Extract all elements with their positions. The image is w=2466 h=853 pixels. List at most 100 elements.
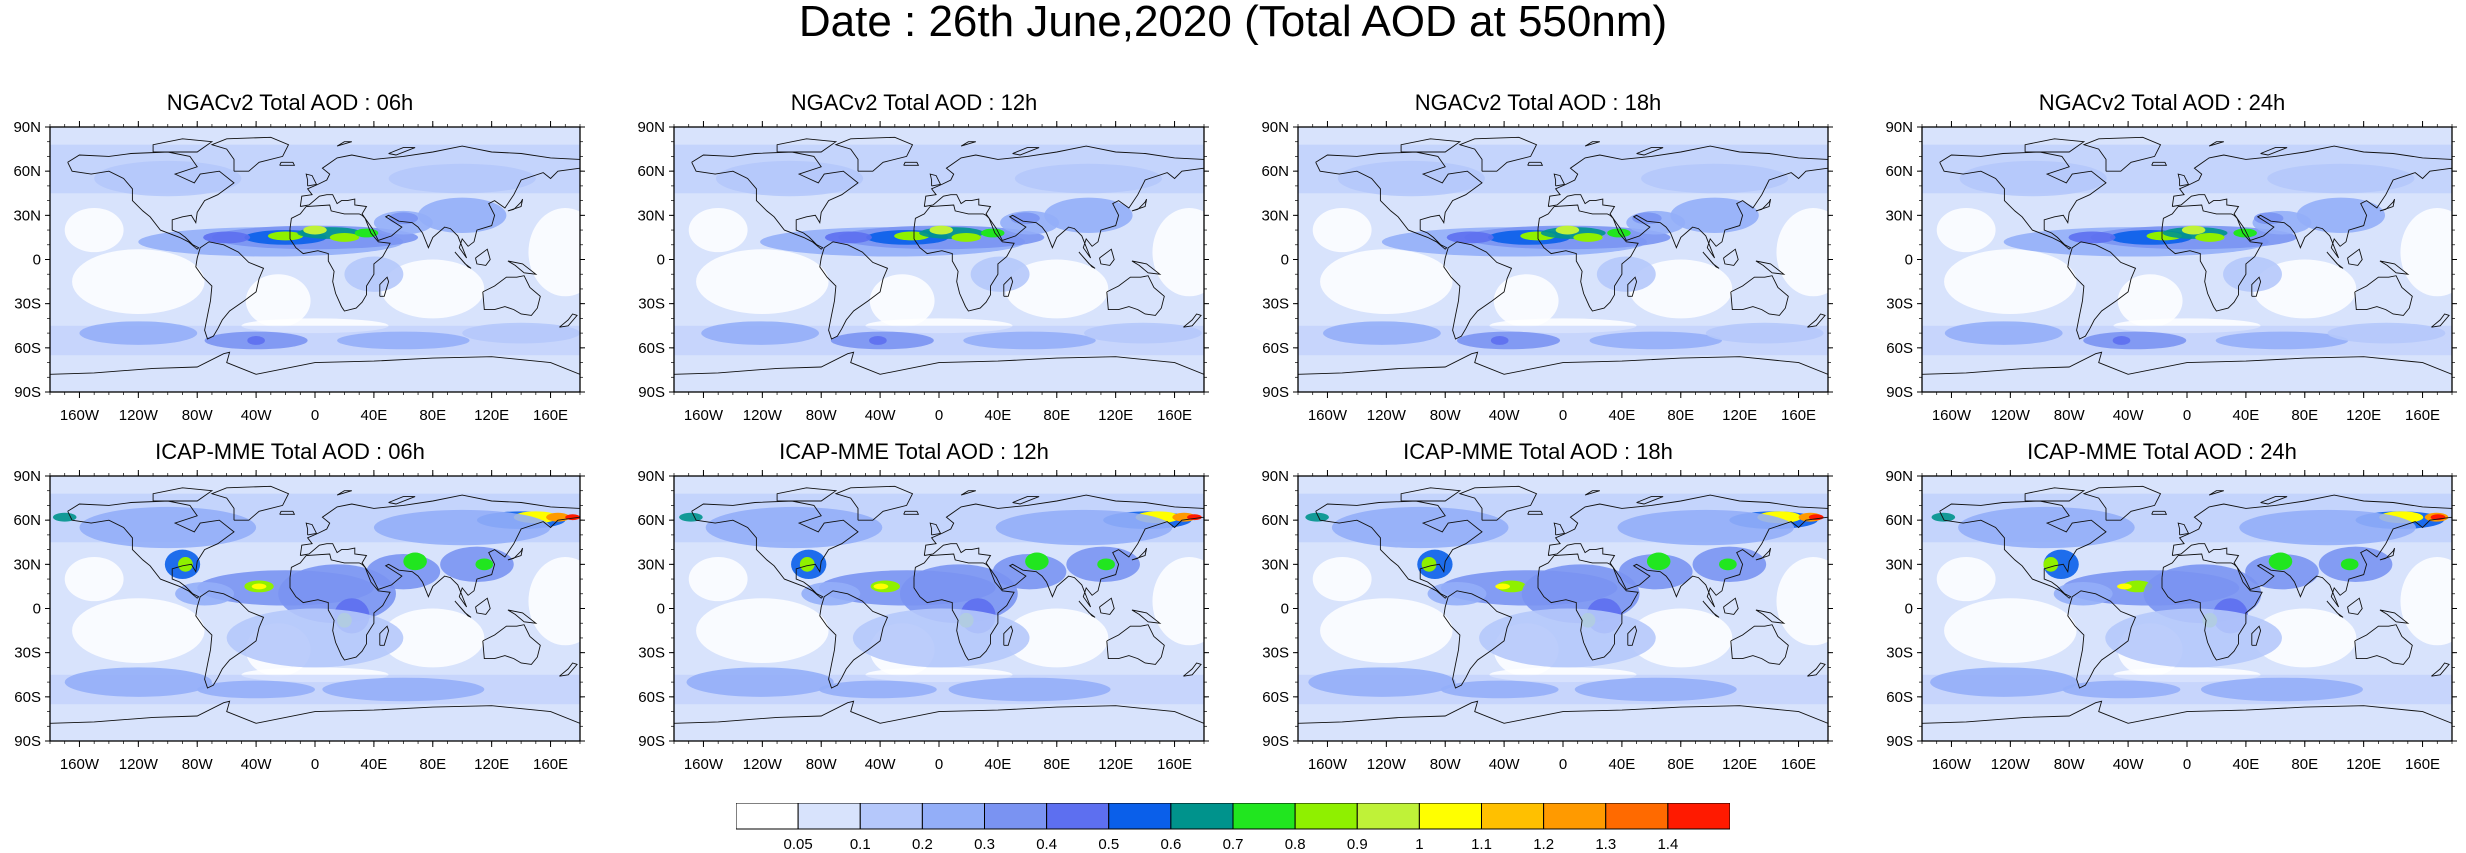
colorbar-swatch xyxy=(984,803,1048,830)
colorbar-label: 0.5 xyxy=(1098,836,1119,853)
map-panel-ngacv2-6h: NGACv2 Total AOD : 06h 90N 60N 30N 0 30S 60S 90… xyxy=(0,92,585,424)
colorbar-swatch xyxy=(1356,803,1420,830)
lat-tick-label: 90S xyxy=(1262,733,1289,750)
lon-tick-label: 80E xyxy=(1043,407,1070,424)
lon-tick-label: 120E xyxy=(2346,407,2381,424)
lon-tick-label: 80E xyxy=(419,407,446,424)
map-panel-icap-mme-6h: ICAP-MME Total AOD : 06h 90N 60N 30N 0 30S 60S… xyxy=(0,439,585,773)
lon-tick-label: 160E xyxy=(1157,407,1192,424)
lat-tick-label: 90S xyxy=(638,733,665,750)
panel-title: ICAP-MME Total AOD : 24h xyxy=(2027,439,2297,464)
panel-title: ICAP-MME Total AOD : 06h xyxy=(155,439,425,464)
lat-tick-label: 60N xyxy=(637,512,665,529)
lat-tick-label: 30S xyxy=(14,296,41,313)
lon-tick-label: 40W xyxy=(1489,756,1521,773)
lon-tick-label: 0 xyxy=(1559,756,1567,773)
lon-tick-label: 160W xyxy=(60,756,100,773)
lon-tick-label: 40W xyxy=(2113,756,2145,773)
lon-tick-label: 120W xyxy=(1991,756,2031,773)
lat-tick-label: 60N xyxy=(1261,163,1289,180)
colorbar-swatch xyxy=(859,803,923,830)
lon-tick-label: 80E xyxy=(1043,756,1070,773)
lat-tick-label: 0 xyxy=(1281,601,1289,618)
lat-tick-label: 60S xyxy=(638,689,665,706)
lon-tick-label: 120E xyxy=(474,756,509,773)
lon-tick-label: 40E xyxy=(1609,756,1636,773)
lat-tick-label: 90N xyxy=(637,119,665,136)
lat-tick-label: 60S xyxy=(1262,689,1289,706)
colorbar-swatch xyxy=(1294,803,1358,830)
lon-tick-label: 120E xyxy=(1098,756,1133,773)
lat-tick-label: 30N xyxy=(13,556,41,573)
lon-tick-label: 120W xyxy=(119,756,159,773)
map-panel-icap-mme-24h: ICAP-MME Total AOD : 24h 90N 60N 30N 0 30S 60S… xyxy=(1872,439,2457,773)
lat-tick-label: 90N xyxy=(13,119,41,136)
lon-tick-label: 160E xyxy=(1781,407,1816,424)
lon-tick-label: 80E xyxy=(419,756,446,773)
lon-tick-label: 160W xyxy=(684,756,724,773)
lat-tick-label: 90S xyxy=(1262,384,1289,401)
lat-tick-label: 90N xyxy=(1261,468,1289,485)
lon-tick-label: 80W xyxy=(806,407,838,424)
lat-tick-label: 60N xyxy=(1885,163,1913,180)
colorbar-swatch xyxy=(1543,803,1607,830)
lat-tick-label: 0 xyxy=(1281,252,1289,269)
lon-tick-label: 80E xyxy=(1667,407,1694,424)
lon-tick-label: 40W xyxy=(1489,407,1521,424)
world-map: 90N 60N 30N 0 30S 60S 90S 160W 120W 80W 40W 0 40E 80E… xyxy=(637,468,1209,773)
lat-tick-label: 30S xyxy=(1886,645,1913,662)
lon-tick-label: 160W xyxy=(1932,756,1972,773)
lat-tick-label: 60N xyxy=(13,163,41,180)
lon-tick-label: 40E xyxy=(2233,407,2260,424)
lon-tick-label: 0 xyxy=(311,756,319,773)
colorbar-label: 0.2 xyxy=(912,836,933,853)
lon-tick-label: 40W xyxy=(865,407,897,424)
lat-tick-label: 30N xyxy=(13,207,41,224)
colorbar-label: 0.1 xyxy=(850,836,871,853)
lat-tick-label: 90N xyxy=(1885,468,1913,485)
colorbar-swatch xyxy=(1046,803,1110,830)
colorbar-swatch xyxy=(736,803,799,830)
lon-tick-label: 160E xyxy=(1157,756,1192,773)
lat-tick-label: 0 xyxy=(657,601,665,618)
lon-tick-label: 40E xyxy=(985,407,1012,424)
lon-tick-label: 0 xyxy=(935,407,943,424)
lon-tick-label: 80W xyxy=(1430,756,1462,773)
lon-tick-label: 160W xyxy=(1932,407,1972,424)
lat-tick-label: 30S xyxy=(638,296,665,313)
lon-tick-label: 40E xyxy=(361,756,388,773)
lat-tick-label: 90S xyxy=(638,384,665,401)
lat-tick-label: 60S xyxy=(14,689,41,706)
colorbar-swatch xyxy=(1418,803,1482,830)
lon-tick-label: 40E xyxy=(1609,407,1636,424)
lon-tick-label: 80E xyxy=(2291,756,2318,773)
lon-tick-label: 160E xyxy=(2405,407,2440,424)
lat-tick-label: 0 xyxy=(33,601,41,618)
lat-tick-label: 90S xyxy=(1886,384,1913,401)
world-map: 90N 60N 30N 0 30S 60S 90S 160W 120W 80W 40W 0 40E 80E… xyxy=(1261,119,1833,424)
lat-tick-label: 30S xyxy=(1262,296,1289,313)
lon-tick-label: 160W xyxy=(1308,756,1348,773)
figure-title: Date : 26th June,2020 (Total AOD at 550n… xyxy=(798,0,1668,46)
lon-tick-label: 80E xyxy=(2291,407,2318,424)
colorbar-label: 0.05 xyxy=(784,836,813,853)
lat-tick-label: 60S xyxy=(1262,340,1289,357)
lon-tick-label: 120W xyxy=(1367,407,1407,424)
lat-tick-label: 30S xyxy=(638,645,665,662)
lon-tick-label: 120W xyxy=(743,756,783,773)
lat-tick-label: 0 xyxy=(1905,601,1913,618)
lon-tick-label: 120E xyxy=(1722,407,1757,424)
lon-tick-label: 80W xyxy=(2054,407,2086,424)
lat-tick-label: 0 xyxy=(657,252,665,269)
map-panel-ngacv2-24h: NGACv2 Total AOD : 24h 90N 60N 30N 0 30S 60S 90… xyxy=(1872,92,2457,424)
lat-tick-label: 60S xyxy=(1886,689,1913,706)
colorbar-label: 1.2 xyxy=(1533,836,1554,853)
lon-tick-label: 80W xyxy=(182,756,214,773)
colorbar-label: 0.6 xyxy=(1160,836,1181,853)
lon-tick-label: 40W xyxy=(2113,407,2145,424)
lat-tick-label: 0 xyxy=(33,252,41,269)
lon-tick-label: 0 xyxy=(935,756,943,773)
lat-tick-label: 60S xyxy=(14,340,41,357)
lat-tick-label: 90S xyxy=(14,733,41,750)
colorbar-swatch xyxy=(1232,803,1296,830)
